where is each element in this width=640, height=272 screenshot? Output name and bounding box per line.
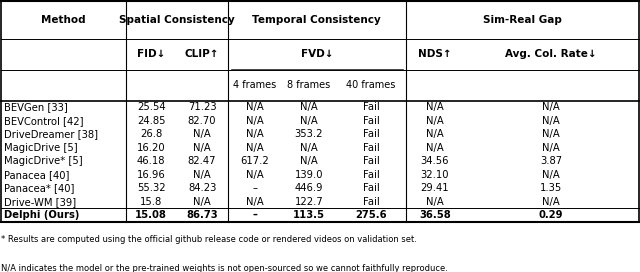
Text: N/A: N/A — [193, 170, 211, 180]
Text: Fail: Fail — [363, 183, 380, 193]
Text: 8 frames: 8 frames — [287, 80, 330, 90]
Text: N/A: N/A — [426, 116, 444, 126]
Text: Panacea* [40]: Panacea* [40] — [4, 183, 74, 193]
Text: 82.70: 82.70 — [188, 116, 216, 126]
Text: N/A: N/A — [426, 102, 444, 112]
Text: 16.20: 16.20 — [137, 143, 166, 153]
Text: N/A: N/A — [193, 143, 211, 153]
Text: N/A: N/A — [426, 129, 444, 139]
Text: Fail: Fail — [363, 129, 380, 139]
Text: Spatial Consistency: Spatial Consistency — [119, 15, 234, 25]
Text: N/A: N/A — [300, 156, 317, 166]
Text: 1.35: 1.35 — [540, 183, 562, 193]
Text: Fail: Fail — [363, 102, 380, 112]
Text: FVD↓: FVD↓ — [301, 49, 333, 59]
Text: * Results are computed using the official github release code or rendered videos: * Results are computed using the officia… — [1, 235, 417, 244]
Text: Fail: Fail — [363, 116, 380, 126]
Text: N/A: N/A — [542, 129, 560, 139]
Text: Method: Method — [41, 15, 86, 25]
Text: 25.54: 25.54 — [137, 102, 166, 112]
Text: N/A: N/A — [246, 129, 264, 139]
Text: N/A: N/A — [193, 129, 211, 139]
Text: 353.2: 353.2 — [294, 129, 323, 139]
Text: 71.23: 71.23 — [188, 102, 216, 112]
Text: 275.6: 275.6 — [355, 210, 387, 220]
Text: Drive-WM [39]: Drive-WM [39] — [4, 197, 76, 207]
Text: N/A: N/A — [542, 143, 560, 153]
Text: 139.0: 139.0 — [294, 170, 323, 180]
Text: Temporal Consistency: Temporal Consistency — [252, 15, 381, 25]
Text: BEVGen [33]: BEVGen [33] — [4, 102, 68, 112]
Text: CLIP↑: CLIP↑ — [185, 49, 220, 59]
Text: MagicDrive [5]: MagicDrive [5] — [4, 143, 77, 153]
Text: 446.9: 446.9 — [294, 183, 323, 193]
Text: Fail: Fail — [363, 197, 380, 207]
Text: –: – — [252, 210, 257, 220]
Text: 3.87: 3.87 — [540, 156, 562, 166]
Text: 16.96: 16.96 — [137, 170, 166, 180]
Text: MagicDrive* [5]: MagicDrive* [5] — [4, 156, 83, 166]
Text: 15.08: 15.08 — [135, 210, 167, 220]
Text: Fail: Fail — [363, 156, 380, 166]
Text: Fail: Fail — [363, 143, 380, 153]
Text: N/A: N/A — [300, 143, 317, 153]
Text: 29.41: 29.41 — [420, 183, 449, 193]
Text: 34.56: 34.56 — [420, 156, 449, 166]
Text: N/A indicates the model or the pre-trained weights is not open-sourced so we can: N/A indicates the model or the pre-train… — [1, 264, 448, 272]
Text: N/A: N/A — [246, 102, 264, 112]
Text: N/A: N/A — [426, 197, 444, 207]
Text: Delphi (Ours): Delphi (Ours) — [4, 210, 79, 220]
Text: NDS↑: NDS↑ — [418, 49, 451, 59]
Text: N/A: N/A — [542, 197, 560, 207]
Text: 46.18: 46.18 — [137, 156, 165, 166]
Text: N/A: N/A — [300, 116, 317, 126]
Text: Fail: Fail — [363, 170, 380, 180]
Text: N/A: N/A — [542, 170, 560, 180]
Text: 82.47: 82.47 — [188, 156, 216, 166]
Text: DriveDreamer [38]: DriveDreamer [38] — [4, 129, 98, 139]
Text: FID↓: FID↓ — [137, 49, 165, 59]
Text: 122.7: 122.7 — [294, 197, 323, 207]
Text: Avg. Col. Rate↓: Avg. Col. Rate↓ — [505, 49, 597, 59]
Text: 113.5: 113.5 — [293, 210, 325, 220]
Text: Sim-Real Gap: Sim-Real Gap — [483, 15, 562, 25]
Text: N/A: N/A — [542, 116, 560, 126]
Text: N/A: N/A — [246, 116, 264, 126]
Text: N/A: N/A — [426, 143, 444, 153]
Text: –: – — [252, 183, 257, 193]
Text: 617.2: 617.2 — [240, 156, 269, 166]
Text: N/A: N/A — [193, 197, 211, 207]
Text: N/A: N/A — [246, 170, 264, 180]
Text: 40 frames: 40 frames — [346, 80, 396, 90]
Text: 84.23: 84.23 — [188, 183, 216, 193]
Text: BEVControl [42]: BEVControl [42] — [4, 116, 83, 126]
Text: 86.73: 86.73 — [186, 210, 218, 220]
Text: N/A: N/A — [300, 102, 317, 112]
Text: 4 frames: 4 frames — [233, 80, 276, 90]
Text: N/A: N/A — [246, 197, 264, 207]
Text: 26.8: 26.8 — [140, 129, 163, 139]
Text: N/A: N/A — [542, 102, 560, 112]
Text: 24.85: 24.85 — [137, 116, 165, 126]
Text: 55.32: 55.32 — [137, 183, 166, 193]
Text: Panacea [40]: Panacea [40] — [4, 170, 69, 180]
Text: 32.10: 32.10 — [420, 170, 449, 180]
Text: 0.29: 0.29 — [539, 210, 563, 220]
Text: 15.8: 15.8 — [140, 197, 163, 207]
Text: 36.58: 36.58 — [419, 210, 451, 220]
Text: N/A: N/A — [246, 143, 264, 153]
